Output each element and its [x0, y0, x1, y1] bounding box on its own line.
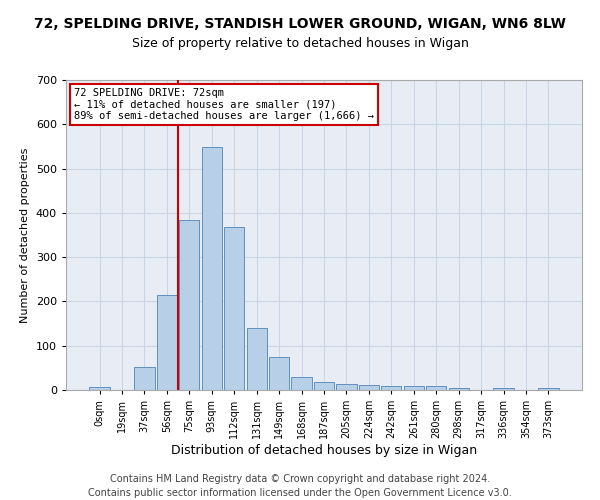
Bar [337, 384, 356, 390]
Bar [359, 385, 379, 390]
Bar [404, 386, 424, 390]
Bar [314, 382, 334, 390]
Bar [426, 386, 446, 390]
Text: 72 SPELDING DRIVE: 72sqm
← 11% of detached houses are smaller (197)
89% of semi-: 72 SPELDING DRIVE: 72sqm ← 11% of detach… [74, 88, 374, 121]
Bar [538, 388, 559, 390]
Bar [493, 388, 514, 390]
Text: 72, SPELDING DRIVE, STANDISH LOWER GROUND, WIGAN, WN6 8LW: 72, SPELDING DRIVE, STANDISH LOWER GROUN… [34, 18, 566, 32]
Bar [202, 148, 222, 390]
Text: Size of property relative to detached houses in Wigan: Size of property relative to detached ho… [131, 38, 469, 51]
Bar [292, 376, 311, 390]
Bar [247, 328, 267, 390]
Bar [269, 357, 289, 390]
Bar [134, 367, 155, 390]
X-axis label: Distribution of detached houses by size in Wigan: Distribution of detached houses by size … [171, 444, 477, 457]
Bar [157, 295, 177, 390]
Text: Contains HM Land Registry data © Crown copyright and database right 2024.
Contai: Contains HM Land Registry data © Crown c… [88, 474, 512, 498]
Bar [89, 387, 110, 390]
Y-axis label: Number of detached properties: Number of detached properties [20, 148, 30, 322]
Bar [381, 386, 401, 390]
Bar [179, 220, 199, 390]
Bar [224, 226, 244, 390]
Bar [449, 388, 469, 390]
